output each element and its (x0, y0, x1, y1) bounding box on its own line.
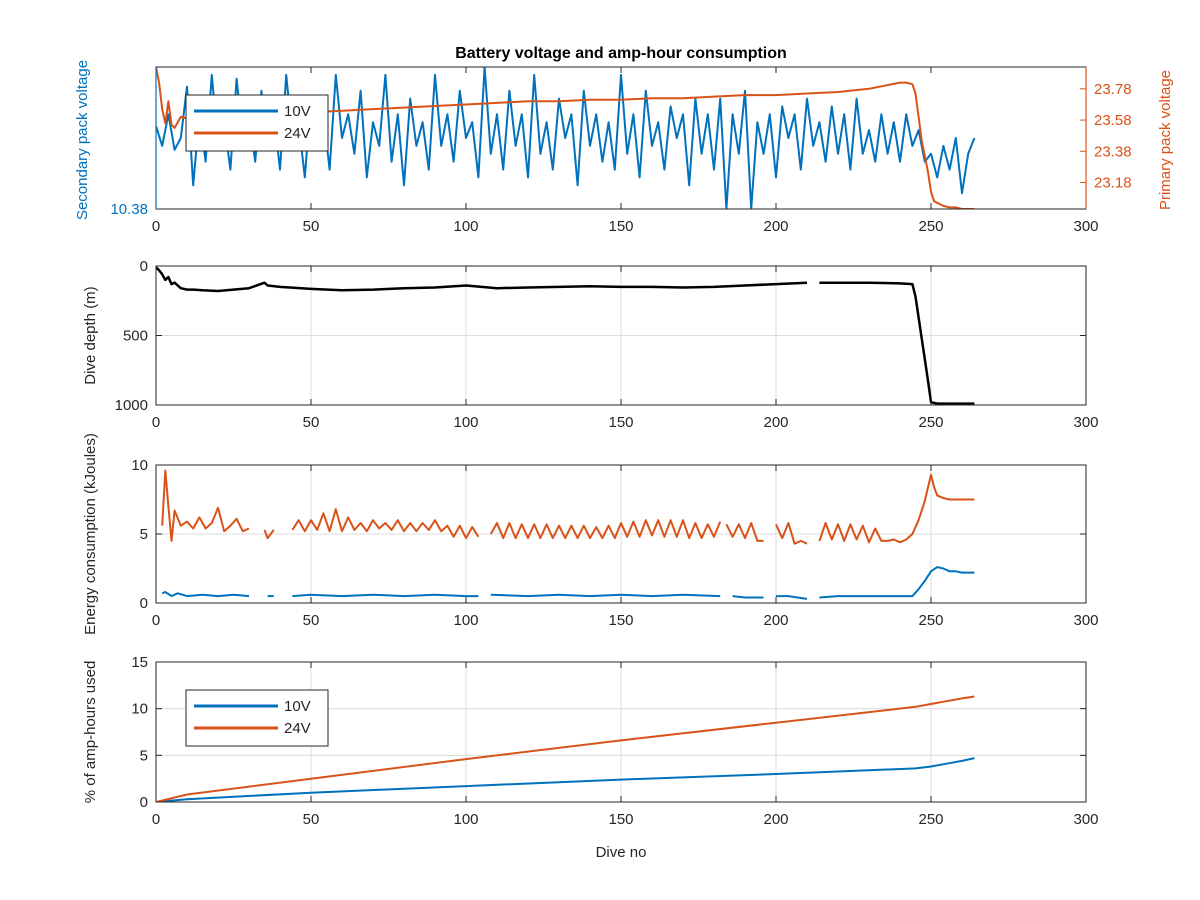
x-tick-label: 0 (152, 414, 160, 431)
series-line-10V (156, 757, 975, 802)
y-tick-label-right: 23.58 (1094, 112, 1132, 129)
series-line-10V (732, 595, 764, 599)
x-tick-label: 200 (763, 612, 788, 629)
y-tick-label: 15 (131, 654, 148, 671)
series-line-24V (161, 469, 250, 542)
x-tick-label: 50 (303, 218, 320, 235)
series-line-10V (292, 593, 479, 598)
y-axis-label-right: Primary pack voltage (1157, 70, 1174, 210)
series-line-24V (156, 695, 975, 802)
y-tick-label-right: 23.18 (1094, 174, 1132, 191)
series-line-24V (291, 508, 480, 540)
axes-energy: 0 50 100 150 200 250 300 0 5 10 Energy consumption… (82, 433, 1099, 635)
series-group (161, 469, 975, 600)
series-line-24V (489, 519, 722, 540)
y-tick-label: 10 (131, 701, 148, 718)
x-tick-label: 300 (1073, 218, 1098, 235)
y-axis-label-left: Secondary pack voltage (74, 60, 91, 220)
axes-depth: 0 50 100 150 200 250 300 0 500 1000 Dive depth (m) (82, 258, 1099, 431)
y-tick-label: 5 (140, 526, 148, 543)
y-tick-label: 0 (140, 258, 148, 275)
x-tick-label: 150 (608, 218, 633, 235)
figure-title: Battery voltage and amp-hour consumption (455, 45, 787, 62)
legend-label-10V: 10V (284, 103, 311, 120)
series-line-24V (263, 529, 275, 540)
x-tick-label: 100 (453, 414, 478, 431)
y-axis-label: % of amp-hours used (82, 661, 99, 804)
legend-label-24V: 24V (284, 720, 311, 737)
y-tick-label: 0 (140, 595, 148, 612)
x-tick-label: 150 (608, 811, 633, 828)
series-line-10V (490, 593, 721, 598)
x-tick-label: 150 (608, 414, 633, 431)
y-tick-label: 10.38 (110, 201, 148, 218)
x-tick-label: 150 (608, 612, 633, 629)
series-line-24V (775, 522, 808, 545)
series-line-depth (156, 266, 808, 293)
x-tick-label: 100 (453, 218, 478, 235)
x-tick-label: 0 (152, 811, 160, 828)
y-axis-label: Energy consumption (kJoules) (82, 433, 99, 635)
x-tick-label: 100 (453, 612, 478, 629)
series-line-24V (818, 473, 975, 544)
axes-voltage: 0 50 100 150 200 250 300 10.38 23.18 23.38 23.58 23… (74, 60, 1174, 235)
x-tick-label: 250 (918, 414, 943, 431)
y-axis-label: Dive depth (m) (82, 286, 99, 384)
x-tick-label: 0 (152, 218, 160, 235)
series-group (156, 695, 975, 802)
x-tick-label: 300 (1073, 612, 1098, 629)
axes-amphours: 0 50 100 150 200 250 300 0 5 10 15 % of amp-hours u… (82, 654, 1099, 861)
series-line-10V (161, 591, 250, 598)
y-tick-label-right: 23.78 (1094, 81, 1132, 98)
x-tick-label: 250 (918, 218, 943, 235)
y-tick-label: 10 (131, 457, 148, 474)
legend-box (185, 94, 329, 152)
series-group (156, 266, 975, 405)
x-tick-label: 200 (763, 414, 788, 431)
legend-label-10V: 10V (284, 698, 311, 715)
legend-box (185, 689, 329, 747)
x-tick-label: 250 (918, 612, 943, 629)
x-tick-label: 50 (303, 414, 320, 431)
y-tick-label: 0 (140, 794, 148, 811)
y-tick-label: 1000 (115, 397, 148, 414)
x-tick-label: 200 (763, 218, 788, 235)
x-tick-label: 50 (303, 811, 320, 828)
x-axis-label: Dive no (596, 844, 647, 861)
x-tick-label: 300 (1073, 811, 1098, 828)
y-tick-label: 5 (140, 747, 148, 764)
x-tick-label: 300 (1073, 414, 1098, 431)
series-line-depth (819, 281, 975, 405)
y-tick-label-right: 23.38 (1094, 143, 1132, 160)
x-tick-label: 250 (918, 811, 943, 828)
y-tick-label: 500 (123, 328, 148, 345)
series-line-24V (725, 522, 764, 542)
x-tick-label: 50 (303, 612, 320, 629)
legend-label-24V: 24V (284, 125, 311, 142)
x-tick-label: 0 (152, 612, 160, 629)
series-line-10V (776, 595, 808, 600)
x-tick-label: 200 (763, 811, 788, 828)
x-tick-label: 100 (453, 811, 478, 828)
series-line-10V (819, 566, 975, 599)
